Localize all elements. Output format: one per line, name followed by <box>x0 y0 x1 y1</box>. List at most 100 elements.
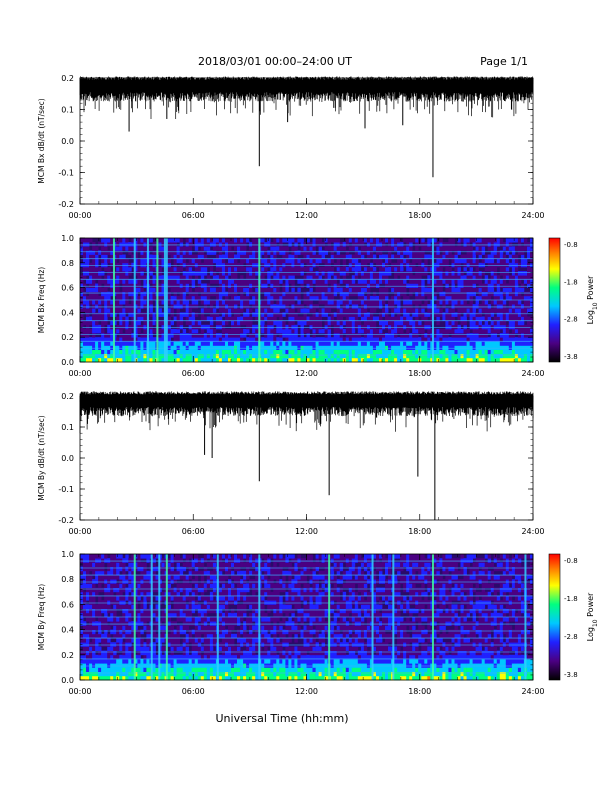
spectrogram-cell <box>101 354 104 359</box>
spectrogram-cell <box>403 354 406 359</box>
spectrogram-cell <box>285 333 288 338</box>
spectrogram-cell <box>448 329 451 334</box>
spectrogram-cell <box>388 350 391 355</box>
spectrogram-cell <box>140 663 143 668</box>
spectrogram-cell <box>427 284 430 289</box>
spectrogram-cell <box>358 242 361 247</box>
spectrogram-cell <box>352 350 355 355</box>
spectrogram-cell <box>301 354 304 359</box>
spectrogram-cell <box>252 284 255 289</box>
spectrogram-cell <box>506 242 509 247</box>
spectrogram-cell <box>376 263 379 268</box>
spectrogram-cell <box>282 284 285 289</box>
y-tick-label: 1.0 <box>61 234 74 243</box>
spectrogram-cell <box>104 600 107 605</box>
spectrogram-cell <box>153 621 156 626</box>
spectrogram-cell <box>497 354 500 359</box>
spectrogram-cell <box>137 663 140 668</box>
spectrogram-cell <box>92 588 95 593</box>
spectrogram-cell <box>282 354 285 359</box>
spectrogram-cell <box>137 267 140 272</box>
spectrogram-cell <box>119 333 122 338</box>
spectrogram-cell <box>415 312 418 317</box>
y-tick-label: -0.2 <box>58 200 74 209</box>
spectrogram-cell <box>370 300 373 305</box>
spectrogram-cell <box>122 321 125 326</box>
spectrogram-cell <box>488 284 491 289</box>
spectrogram-cell <box>225 271 228 276</box>
spectrogram-cell <box>125 617 128 622</box>
spectrogram-cell <box>177 238 180 243</box>
spectrogram-cell <box>146 672 149 677</box>
spectrogram-cell <box>421 292 424 297</box>
spectrogram-cell <box>204 292 207 297</box>
spectrogram-cell <box>412 329 415 334</box>
spectrogram-cell <box>180 350 183 355</box>
spectrogram-cell <box>488 308 491 313</box>
spectrogram-cell <box>143 667 146 672</box>
spectrogram-cell <box>361 238 364 243</box>
spectrogram-cell <box>485 292 488 297</box>
spectrogram-cell <box>128 604 131 609</box>
spectrogram-cell <box>273 263 276 268</box>
spectrogram-cell <box>261 259 264 264</box>
spectrogram-cell <box>231 271 234 276</box>
spectrogram-cell <box>122 312 125 317</box>
spectrogram-cell <box>412 346 415 351</box>
spectrogram-cell <box>246 304 249 309</box>
spectrogram-cell <box>192 259 195 264</box>
spectrogram-cell <box>86 325 89 330</box>
spectrogram-cell <box>146 558 149 563</box>
spectrogram-cell <box>110 596 113 601</box>
spectrogram-cell <box>186 333 189 338</box>
spectrogram-cell <box>282 346 285 351</box>
spectrogram-cell <box>485 300 488 305</box>
spectrogram-cell <box>379 259 382 264</box>
spectrogram-cell <box>95 638 98 643</box>
spectrogram-cell <box>83 321 86 326</box>
spectrogram-cell <box>482 300 485 305</box>
spectrogram-cell <box>482 333 485 338</box>
spectrogram-cell <box>189 312 192 317</box>
spectrogram-cell <box>98 300 101 305</box>
spectrogram-cell <box>367 246 370 251</box>
spectrogram-cell <box>101 579 104 584</box>
spectrogram-cell <box>128 625 131 630</box>
spectrogram-cell <box>358 312 361 317</box>
spectrogram-cell <box>101 279 104 284</box>
spectrogram-cell <box>177 329 180 334</box>
spectrogram-cell <box>125 651 128 656</box>
spectrogram-cell <box>291 329 294 334</box>
spectrogram-cell <box>252 250 255 255</box>
spectrogram-cell <box>349 292 352 297</box>
spectrogram-cell <box>195 304 198 309</box>
spectrogram-cell <box>355 250 358 255</box>
spectrogram-cell <box>153 354 156 359</box>
spectrogram-cell <box>128 617 131 622</box>
spectrogram-cell <box>427 312 430 317</box>
spectrogram-cell <box>442 304 445 309</box>
spectrogram-cell <box>137 554 140 559</box>
spectrogram-cell <box>400 279 403 284</box>
spectrogram-cell <box>424 292 427 297</box>
spectrogram-cell <box>122 346 125 351</box>
spectrogram-cell <box>467 271 470 276</box>
spectrogram-cell <box>391 246 394 251</box>
spectrogram-cell <box>174 300 177 305</box>
spectrogram-cell <box>83 621 86 626</box>
spectrogram-cell <box>388 321 391 326</box>
spectrogram-cell <box>382 288 385 293</box>
spectrogram-cell <box>195 341 198 346</box>
spectrogram-cell <box>473 242 476 247</box>
spectrogram-cell <box>195 354 198 359</box>
y-tick-label: 0.2 <box>61 392 74 401</box>
spectrogram-cell <box>355 341 358 346</box>
spectrogram-cell <box>150 271 153 276</box>
spectrogram-cell <box>403 271 406 276</box>
spectrogram-cell <box>198 346 201 351</box>
spectrogram-cell <box>322 279 325 284</box>
spectrogram-cell <box>397 267 400 272</box>
spectrogram-cell <box>509 346 512 351</box>
spectrogram-cell <box>240 321 243 326</box>
spectrogram-cell <box>189 246 192 251</box>
